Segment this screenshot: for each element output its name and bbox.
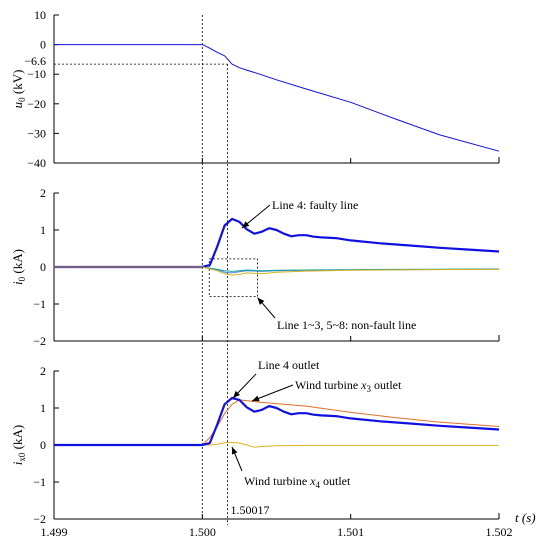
panel2-series-nf_teal — [54, 266, 500, 272]
panel2-ytick-label: −1 — [33, 297, 46, 311]
annotation-wind-x3-outlet: Wind turbine x3 outlet — [295, 378, 402, 394]
panel3-ylabel-unit: (kA) — [10, 425, 25, 453]
annotation-wind-x3-suffix: outlet — [371, 378, 402, 392]
panel1-ylabel-subscript: 0 — [17, 97, 27, 102]
panel2-ylabel-symbol: i — [10, 281, 25, 285]
arrow-non-fault-line-head — [257, 297, 265, 305]
guide-layer — [54, 15, 258, 525]
panel3-ytick-label: −2 — [33, 512, 46, 526]
arrow-faulty-line-head — [242, 221, 250, 228]
x-tick-label-extra: 1.50017 — [231, 503, 270, 517]
non-fault-zoom-box — [208, 258, 258, 297]
panel3-ytick-label: 2 — [40, 364, 46, 378]
panel3-ytick-label: 1 — [40, 401, 46, 415]
annotation-wind-x4-suffix: outlet — [320, 474, 351, 488]
panel2-ytick-label: 0 — [40, 260, 46, 274]
annotation-layer — [231, 204, 294, 472]
panel1-ytick-label: 10 — [34, 8, 46, 22]
panel3-ylabel-symbol: i — [10, 461, 25, 465]
x-tick-label: 1.502 — [486, 525, 513, 539]
panel2-series-nf_yellow — [54, 266, 500, 276]
annotation-wind-x3-prefix: Wind turbine — [295, 378, 361, 392]
panel2-ytick-label: 1 — [40, 223, 46, 237]
annotation-wind-x3-index: 3 — [367, 384, 372, 394]
x-tick-label: 1.500 — [189, 525, 216, 539]
panel1-ylabel: u0 (kV) — [10, 70, 27, 109]
panel1-series-u0 — [54, 44, 500, 152]
panel2-ylabel: i0 (kA) — [10, 249, 27, 285]
panel3-ylabel: ix0 (kA) — [10, 425, 27, 465]
panel2-ylabel-subscript: 0 — [17, 276, 27, 281]
x-axis-label: t (s) — [515, 510, 536, 525]
panel3-series-line4_outlet — [54, 396, 500, 447]
panel1-ytick-label: −20 — [27, 97, 46, 111]
panel1-ylabel-unit: (kV) — [10, 70, 25, 98]
panel1-ylabel-symbol: u — [10, 101, 25, 108]
panel3-series-wind_x3 — [54, 399, 500, 446]
annotation-wind-x4-var: x — [309, 474, 316, 488]
panel1-ytick-label: −30 — [27, 126, 46, 140]
annotation-wind-x4-index: 4 — [316, 480, 321, 490]
series-layer — [54, 44, 500, 448]
panel3-ytick-label: 0 — [40, 438, 46, 452]
panel1-ytick-label: −10 — [27, 67, 46, 81]
panel3-series-wind_x4 — [54, 441, 499, 448]
arrow-wind-x3-outlet-head — [252, 395, 260, 402]
x-tick-label: 1.501 — [337, 525, 364, 539]
panel1-ytick-label: −40 — [27, 156, 46, 170]
arrow-wind-x3-outlet-shaft — [251, 384, 294, 402]
annotation-faulty-line: Line 4: faulty line — [272, 198, 358, 212]
annotation-wind-x4-prefix: Wind turbine — [244, 474, 310, 488]
annotation-non-fault-line: Line 1~3, 5~8: non-fault line — [277, 318, 416, 332]
panel2-ylabel-unit: (kA) — [10, 249, 25, 277]
panel2-ytick-label: 2 — [40, 186, 46, 200]
panel1-ytick-label: 0 — [40, 38, 46, 52]
x-tick-label: 1.499 — [41, 525, 68, 539]
panel2-series-line4 — [54, 217, 500, 269]
panel3-ytick-label: −1 — [33, 475, 46, 489]
panel1-ytick-label-extra: −6.6 — [24, 54, 46, 68]
arrow-line4-outlet-head — [233, 390, 241, 398]
annotation-wind-x4-outlet: Wind turbine x4 outlet — [244, 474, 351, 490]
annotation-line4-outlet: Line 4 outlet — [258, 358, 320, 372]
panel3-ylabel-subscript: x0 — [17, 452, 27, 462]
arrow-wind-x4-outlet-head — [231, 447, 238, 455]
annotation-wind-x3-var: x — [360, 378, 367, 392]
panel2-ytick-label: −2 — [33, 334, 46, 348]
